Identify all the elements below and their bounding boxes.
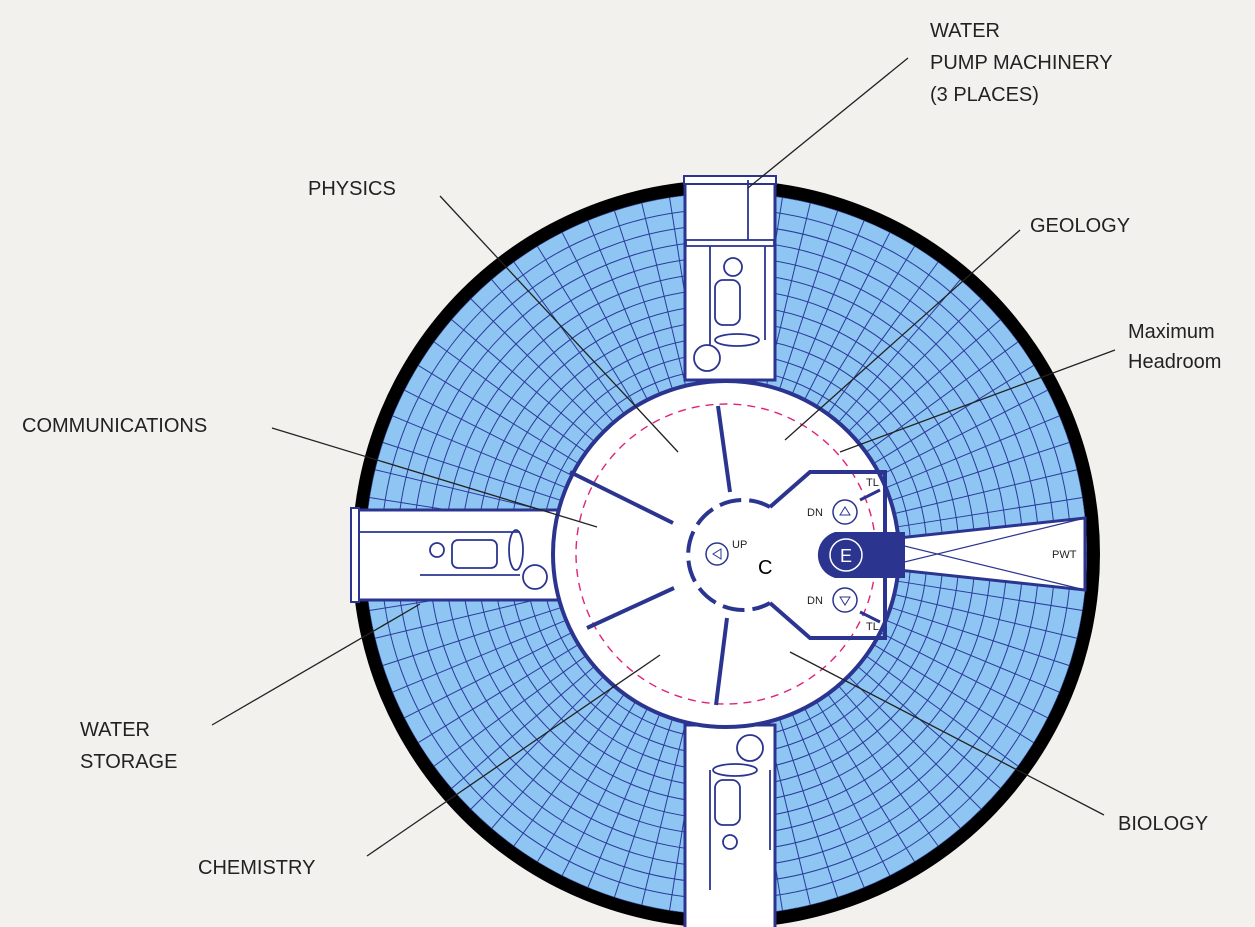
callout: WATER [80, 719, 150, 741]
pwt-label: PWT [1052, 549, 1077, 561]
up-stair [706, 543, 728, 565]
down-stair [833, 500, 857, 524]
up-label: UP [732, 539, 747, 551]
core-label: C [758, 557, 772, 579]
elevator-label: E [840, 546, 852, 566]
callout: (3 PLACES) [930, 84, 1039, 106]
down-label: DN [807, 507, 823, 519]
down-stair [833, 588, 857, 612]
toilet-label: TL [866, 621, 879, 633]
callout: BIOLOGY [1118, 813, 1208, 835]
callout: Headroom [1128, 351, 1221, 373]
callout: STORAGE [80, 751, 177, 773]
callout: COMMUNICATIONS [22, 415, 207, 437]
callout: PUMP MACHINERY [930, 52, 1113, 74]
callout: GEOLOGY [1030, 215, 1130, 237]
toilet-label: TL [866, 477, 879, 489]
callout: Maximum [1128, 321, 1215, 343]
down-label: DN [807, 595, 823, 607]
callout: CHEMISTRY [198, 857, 315, 879]
callout: WATER [930, 20, 1000, 42]
habitat-plan: UP C E DN DN TL TL PWT WATER PUMP MACHIN… [0, 0, 1255, 927]
left-pump-cap [351, 508, 359, 602]
callout: PHYSICS [308, 178, 396, 200]
